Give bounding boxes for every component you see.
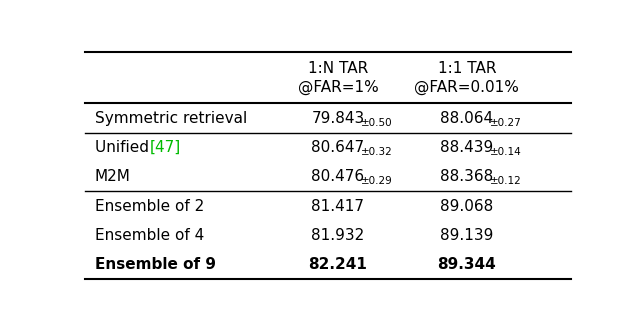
Text: 81.932: 81.932 (311, 228, 365, 243)
Text: ±0.12: ±0.12 (490, 176, 522, 186)
Text: 1:N TAR
@FAR=1%: 1:N TAR @FAR=1% (298, 61, 378, 95)
Text: [47]: [47] (150, 140, 181, 155)
Text: Symmetric retrieval: Symmetric retrieval (95, 111, 247, 125)
Text: Ensemble of 9: Ensemble of 9 (95, 257, 216, 272)
Text: ±0.32: ±0.32 (361, 147, 393, 157)
Text: ±0.14: ±0.14 (490, 147, 522, 157)
Text: Ensemble of 4: Ensemble of 4 (95, 228, 204, 243)
Text: 80.476: 80.476 (311, 169, 365, 184)
Text: ±0.29: ±0.29 (361, 176, 393, 186)
Text: 88.064: 88.064 (440, 111, 493, 125)
Text: Ensemble of 2: Ensemble of 2 (95, 199, 204, 213)
Text: 88.439: 88.439 (440, 140, 493, 155)
Text: Unified: Unified (95, 140, 154, 155)
Text: 82.241: 82.241 (308, 257, 367, 272)
Text: 89.139: 89.139 (440, 228, 493, 243)
Text: 1:1 TAR
@FAR=0.01%: 1:1 TAR @FAR=0.01% (415, 61, 519, 95)
Text: 89.068: 89.068 (440, 199, 493, 213)
Text: ±0.50: ±0.50 (361, 118, 392, 128)
Text: 80.647: 80.647 (311, 140, 365, 155)
Text: M2M: M2M (95, 169, 131, 184)
Text: 88.368: 88.368 (440, 169, 493, 184)
Text: 79.843: 79.843 (311, 111, 365, 125)
Text: 81.417: 81.417 (312, 199, 364, 213)
Text: ±0.27: ±0.27 (490, 118, 522, 128)
Text: 89.344: 89.344 (438, 257, 496, 272)
